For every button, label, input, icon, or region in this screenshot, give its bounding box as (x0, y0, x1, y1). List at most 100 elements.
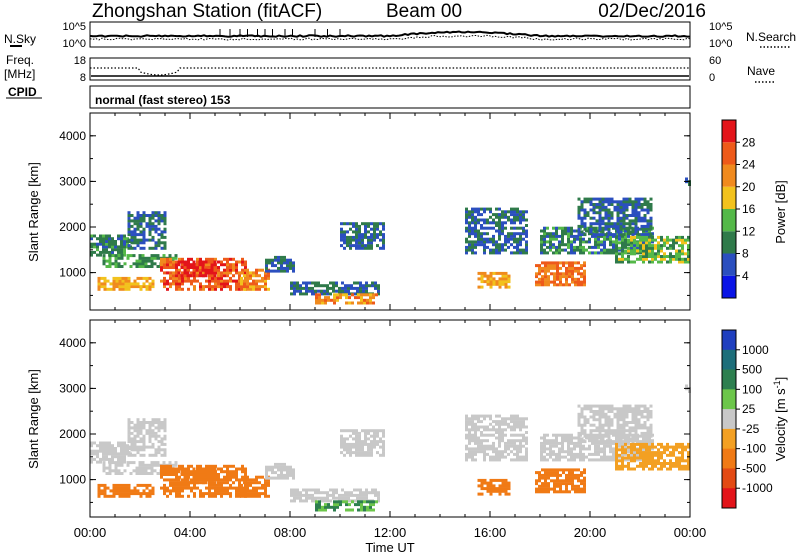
power-cell (468, 232, 471, 236)
power-cell (117, 262, 121, 266)
velocity-cell (178, 475, 181, 479)
velocity-cell (271, 468, 274, 472)
power-cell (583, 200, 587, 204)
power-cell (681, 257, 684, 261)
power-cell (382, 227, 385, 231)
power-cell (289, 261, 292, 265)
velocity-cell (492, 428, 495, 432)
power-cell (597, 234, 600, 238)
velocity-cell (160, 448, 164, 452)
power-cell (346, 230, 349, 234)
velocity-cell (229, 464, 232, 468)
velocity-cell (340, 437, 343, 441)
power-cell (136, 216, 140, 220)
velocity-cell (634, 410, 638, 413)
power-cell (483, 251, 486, 255)
velocity-cell (583, 423, 587, 427)
velocity-cell (351, 500, 354, 504)
power-cell (501, 277, 505, 281)
velocity-cell (199, 492, 202, 496)
velocity-cell (570, 450, 573, 454)
power-cell (102, 234, 105, 238)
velocity-cell (289, 468, 292, 472)
power-cell (127, 230, 131, 234)
velocity-cell (678, 456, 681, 460)
power-cell (255, 285, 258, 289)
power-cell (148, 216, 152, 220)
power-cell (624, 249, 627, 253)
velocity-cell (684, 464, 687, 468)
power-cell (382, 238, 385, 242)
power-cell (349, 227, 352, 231)
power-cell (552, 245, 555, 249)
power-cell (367, 246, 370, 250)
velocity-colorbar-frame (721, 329, 737, 509)
power-cell (498, 285, 502, 289)
power-cell (643, 200, 647, 204)
power-cell (141, 256, 145, 260)
velocity-cell (133, 440, 137, 444)
power-cell (604, 233, 608, 237)
power-cell (616, 205, 620, 209)
power-cell (637, 216, 641, 220)
power-cell (265, 266, 268, 270)
velocity-cell (290, 499, 293, 503)
power-cell (93, 245, 96, 249)
velocity-cell (154, 431, 158, 435)
power-cell (549, 245, 552, 249)
velocity-cell (142, 489, 146, 493)
velocity-cell (598, 410, 602, 413)
velocity-cell (592, 412, 596, 416)
power-cell (243, 287, 246, 291)
velocity-cell (142, 440, 146, 444)
velocity-cell (208, 464, 211, 468)
power-cell (346, 241, 349, 245)
power-cell (628, 214, 632, 217)
power-cell (643, 203, 647, 206)
power-cell (147, 259, 151, 263)
power-cell (123, 250, 126, 254)
power-cell (504, 237, 507, 241)
power-cell (99, 234, 102, 238)
power-cell (162, 254, 166, 258)
velocity-cell (540, 458, 543, 462)
velocity-cell (474, 447, 477, 451)
power-cell (163, 263, 166, 267)
velocity-cell (547, 468, 550, 472)
power-cell (90, 253, 93, 257)
velocity-cell (229, 473, 232, 476)
power-cell (193, 285, 196, 289)
power-cell (163, 285, 166, 289)
velocity-cell (293, 499, 296, 503)
velocity-cell (320, 496, 323, 500)
velocity-cell (607, 429, 611, 433)
power-cell (130, 224, 134, 228)
power-cell (174, 254, 178, 258)
power-cell (181, 287, 184, 291)
velocity-cell (669, 462, 672, 465)
velocity-cell (646, 410, 650, 413)
velocity-cell (616, 431, 620, 435)
velocity-cell (619, 429, 623, 433)
velocity-cell (501, 484, 505, 488)
velocity-cell (357, 503, 360, 507)
velocity-cell (372, 503, 375, 507)
velocity-cell (373, 429, 376, 433)
power-cell (570, 234, 573, 238)
velocity-cell (547, 490, 550, 494)
power-cell (471, 226, 474, 230)
power-cell (649, 227, 653, 231)
power-cell (615, 235, 618, 239)
velocity-cell (114, 449, 117, 453)
power-cell (163, 216, 167, 220)
velocity-cell (223, 475, 226, 479)
velocity-cell (601, 440, 605, 444)
power-cell (357, 296, 360, 300)
power-cell (649, 197, 653, 201)
power-cell (492, 240, 495, 244)
velocity-cell (358, 434, 361, 438)
power-cell (580, 264, 583, 268)
velocity-cell (477, 484, 481, 488)
velocity-cell (243, 489, 246, 493)
power-cell (208, 257, 211, 261)
